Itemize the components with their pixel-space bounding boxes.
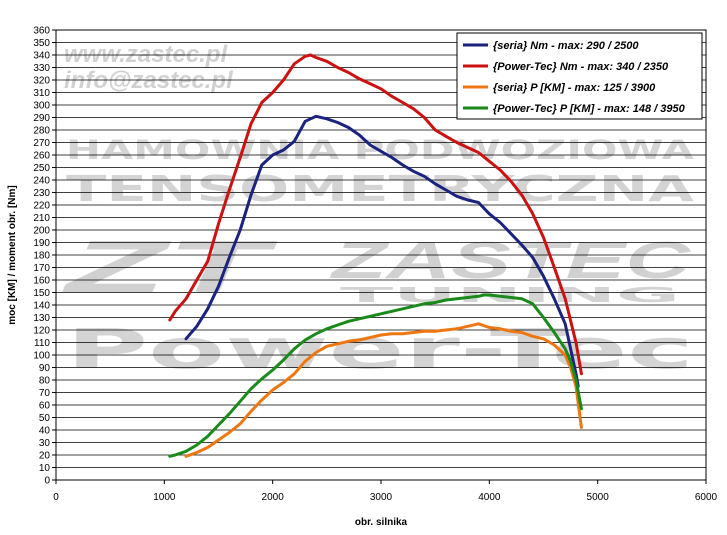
legend-label: {seria} P [KM] - max: 125 / 3900 <box>493 82 656 94</box>
y-tick-label: 60 <box>39 401 51 412</box>
y-tick-label: 30 <box>39 438 51 449</box>
y-tick-label: 240 <box>33 176 50 187</box>
y-tick-label: 310 <box>33 88 50 99</box>
x-tick-label: 3000 <box>370 492 393 503</box>
x-tick-label: 6000 <box>695 492 718 503</box>
y-tick-label: 50 <box>39 413 51 424</box>
y-tick-label: 0 <box>44 476 50 487</box>
y-axis-title: moc [KM] / moment obr. [Nm] <box>7 185 18 324</box>
series-line-1 <box>184 114 580 388</box>
y-tick-label: 40 <box>39 426 51 437</box>
y-tick-label: 270 <box>33 138 50 149</box>
watermark-brand: ZASTEC <box>329 232 693 290</box>
x-tick-label: 4000 <box>478 492 501 503</box>
y-tick-label: 70 <box>39 388 51 399</box>
data-series <box>168 53 583 458</box>
watermark-logo: ZT <box>62 225 279 308</box>
y-tick-label: 150 <box>33 288 50 299</box>
series-line-2 <box>168 53 583 376</box>
x-axis-title: obr. silnika <box>355 517 408 528</box>
watermark-email: info@zastec.pl <box>64 67 234 94</box>
watermark: www.zastec.pl info@zastec.pl HAMOWNIA PO… <box>62 41 695 381</box>
y-tick-label: 100 <box>33 351 50 362</box>
legend-label: {Power-Tec} Nm - max: 340 / 2350 <box>493 61 669 73</box>
y-tick-label: 160 <box>33 276 50 287</box>
y-tick-label: 80 <box>39 376 51 387</box>
watermark-brand-sub: TUNING <box>340 283 680 307</box>
y-tick-label: 190 <box>33 238 50 249</box>
gridlines <box>56 29 706 481</box>
y-tick-label: 300 <box>33 101 50 112</box>
y-tick-label: 210 <box>33 213 50 224</box>
y-tick-label: 200 <box>33 226 50 237</box>
legend-label: {Power-Tec} P [KM] - max: 148 / 3950 <box>493 103 686 115</box>
x-tick-label: 5000 <box>587 492 610 503</box>
series-line-3 <box>184 322 583 458</box>
x-tick-label: 1000 <box>153 492 176 503</box>
y-tick-label: 220 <box>33 201 50 212</box>
y-tick-label: 130 <box>33 313 50 324</box>
y-tick-label: 230 <box>33 188 50 199</box>
watermark-product: Power-Tec <box>66 318 694 381</box>
y-tick-label: 280 <box>33 126 50 137</box>
x-tick-label: 0 <box>53 492 59 503</box>
y-tick-label: 340 <box>33 51 50 62</box>
series-line-4 <box>168 293 583 458</box>
y-tick-label: 20 <box>39 451 51 462</box>
watermark-subtitle-2: TENSOMETRYCZNA <box>66 169 694 210</box>
y-tick-label: 320 <box>33 76 50 87</box>
y-tick-label: 180 <box>33 251 50 262</box>
y-tick-label: 90 <box>39 363 51 374</box>
y-tick-label: 140 <box>33 301 50 312</box>
y-tick-label: 110 <box>34 338 50 349</box>
y-tick-label: 170 <box>33 263 50 274</box>
x-tick-label: 2000 <box>262 492 285 503</box>
y-tick-label: 250 <box>33 163 50 174</box>
y-tick-label: 290 <box>33 113 50 124</box>
y-tick-label: 10 <box>39 463 51 474</box>
y-tick-label: 360 <box>33 26 50 37</box>
plot-area <box>55 29 707 481</box>
y-tick-label: 350 <box>33 38 50 49</box>
legend: {seria} Nm - max: 290 / 2500 {Power-Tec} … <box>456 32 703 120</box>
legend-label: {seria} Nm - max: 290 / 2500 <box>493 40 639 52</box>
y-tick-label: 330 <box>33 63 50 74</box>
y-tick-label: 260 <box>33 151 50 162</box>
x-axis-ticks: 0 1000 2000 3000 4000 5000 6000 <box>53 480 718 503</box>
y-tick-label: 120 <box>33 326 50 337</box>
watermark-url: www.zastec.pl <box>64 41 228 68</box>
legend-box <box>456 32 703 120</box>
